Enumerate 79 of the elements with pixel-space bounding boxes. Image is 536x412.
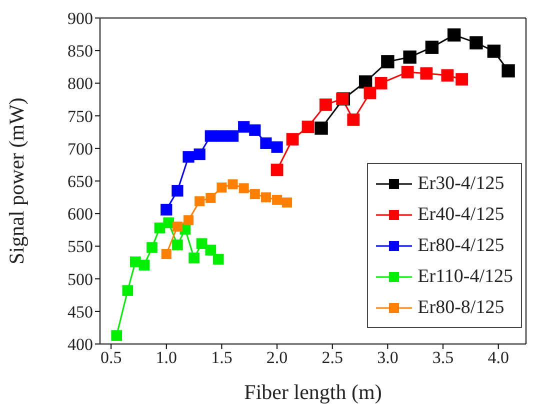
point: [122, 285, 134, 296]
y-axis-title: Signal power (mW): [4, 98, 28, 264]
point: [250, 189, 260, 200]
y-tick-label: 700: [68, 139, 93, 158]
point: [172, 222, 182, 232]
x-tick-label: 2.0: [266, 348, 288, 368]
point: [146, 242, 158, 253]
point: [206, 192, 216, 203]
point: [420, 67, 433, 80]
point: [403, 50, 416, 64]
point: [282, 198, 292, 208]
point: [320, 98, 332, 111]
point: [260, 192, 271, 202]
point: [347, 114, 360, 126]
point: [358, 75, 372, 88]
point: [314, 122, 328, 135]
point: [470, 36, 483, 50]
y-tick-label: 750: [68, 106, 93, 126]
y-tick-label: 600: [68, 204, 93, 224]
point: [502, 64, 515, 78]
point: [172, 239, 183, 250]
point: [205, 244, 216, 256]
point: [401, 66, 414, 78]
point: [260, 137, 272, 149]
point: [172, 184, 184, 197]
point: [381, 55, 394, 68]
point: [184, 215, 194, 226]
point: [286, 133, 299, 146]
y-tick-label: 800: [68, 74, 93, 94]
point: [182, 151, 194, 163]
y-tick-label: 900: [68, 9, 93, 28]
legend-label: Er80-8/125: [418, 296, 504, 318]
point: [138, 260, 150, 271]
point: [194, 196, 205, 206]
point: [154, 222, 166, 234]
point: [238, 121, 250, 133]
point: [249, 124, 261, 136]
point: [270, 164, 284, 176]
point: [271, 141, 283, 153]
point: [374, 77, 388, 90]
x-tick-label: 4.0: [488, 348, 509, 368]
point: [228, 179, 238, 190]
point: [456, 73, 468, 86]
y-tick-label: 500: [68, 270, 93, 289]
y-tick-label: 450: [68, 302, 93, 322]
x-tick-label: 1.0: [156, 348, 178, 368]
point: [487, 44, 501, 58]
point: [447, 28, 461, 42]
x-tick-label: 3.5: [432, 348, 454, 368]
point: [163, 217, 174, 228]
y-tick-label: 550: [68, 237, 93, 256]
point: [216, 182, 227, 193]
legend-label: Er110-4/125: [418, 266, 513, 288]
legend-label: Er80-4/125: [418, 234, 504, 256]
legend-label: Er40-4/125: [418, 204, 504, 226]
point: [194, 148, 206, 160]
x-tick-label: 0.5: [100, 348, 122, 368]
point: [161, 249, 172, 260]
y-tick-label: 650: [68, 172, 93, 192]
point: [204, 130, 216, 142]
point: [272, 194, 282, 205]
point: [425, 40, 439, 54]
x-tick-label: 2.5: [322, 348, 343, 368]
point: [188, 252, 200, 264]
y-tick-label: 400: [68, 335, 93, 354]
point: [196, 238, 208, 249]
point: [160, 204, 172, 216]
legend-label: Er30-4/125: [418, 172, 504, 194]
y-tick-label: 850: [68, 42, 93, 61]
point: [302, 120, 314, 134]
point: [111, 330, 122, 341]
point: [364, 86, 376, 100]
point: [226, 130, 239, 142]
point: [441, 69, 454, 82]
point: [212, 254, 224, 265]
x-axis-title: Fiber length (m): [244, 380, 382, 404]
x-tick-label: 3.0: [377, 348, 398, 368]
x-tick-label: 1.5: [211, 348, 232, 368]
point: [238, 183, 249, 194]
